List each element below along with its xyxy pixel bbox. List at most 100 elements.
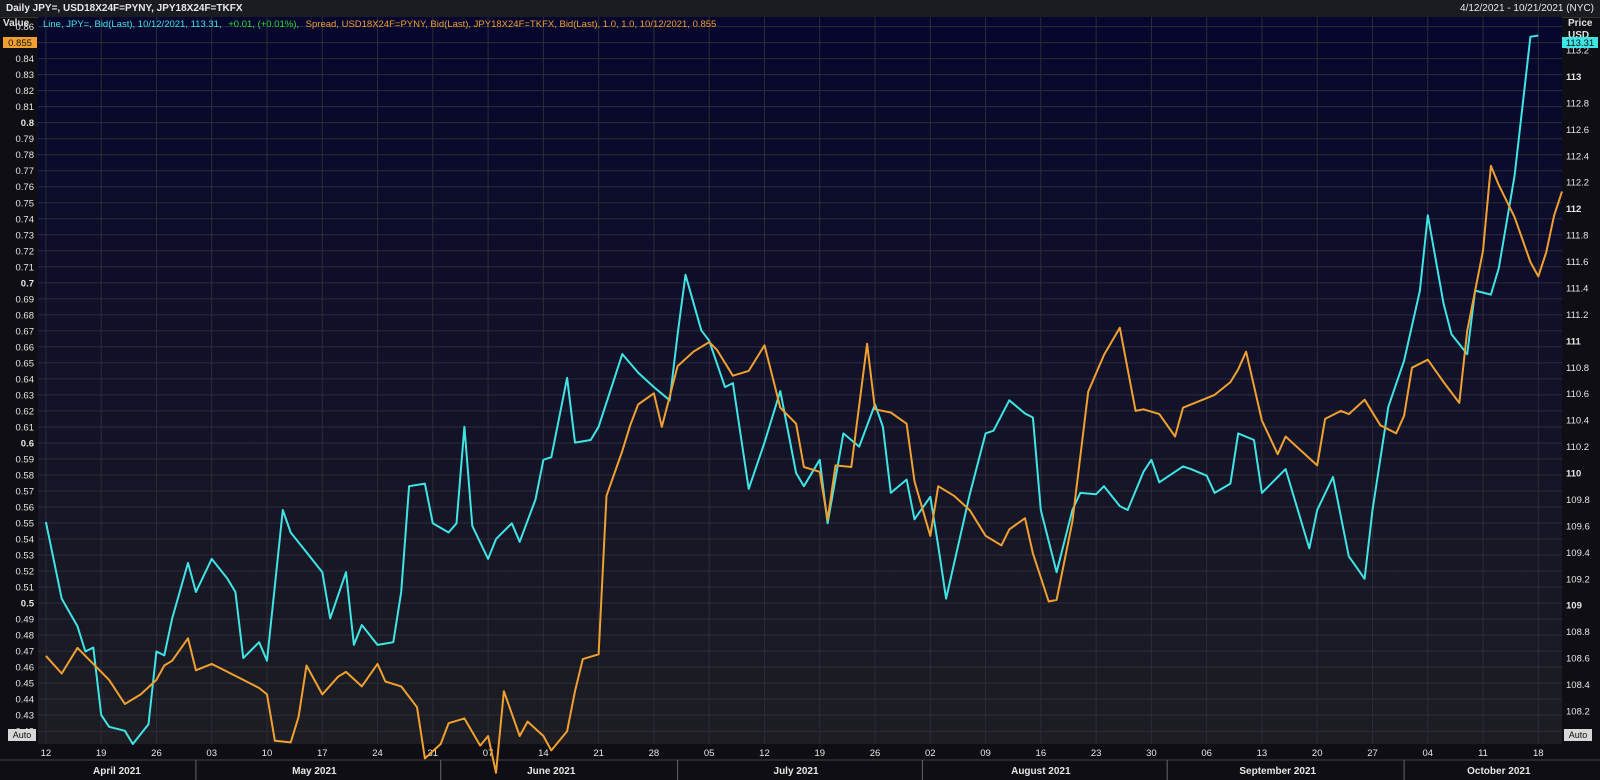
right-tick-label: 111.8 [1566,231,1588,242]
left-tick-label: 0.76 [16,182,35,193]
left-tick-label: 0.61 [16,422,35,433]
x-tick-label: 20 [1312,748,1323,759]
right-tick-label: 108.4 [1566,680,1590,691]
left-auto-button[interactable]: Auto [13,730,32,740]
right-tick-label: 113 [1566,72,1581,83]
right-tick-label: 110.8 [1566,363,1589,374]
right-tick-label: 112.6 [1566,125,1589,136]
left-value-badge: 0.855 [8,38,32,49]
x-tick-label: 10 [262,748,273,759]
x-tick-label: 14 [538,748,549,759]
right-tick-label: 110 [1566,469,1581,480]
x-axis[interactable]: 12 19 26 03 10 17 24 31 07 14 21 28 05 12 19 26 02 09 16 23… [0,748,1600,780]
x-month-label: May 2021 [292,766,337,777]
series-line-jpy[interactable] [44,34,1539,745]
right-auto-button[interactable]: Auto [1569,730,1588,740]
left-tick-label: 0.57 [16,486,35,497]
x-tick-label: 27 [1367,748,1378,759]
right-tick-label: 108.2 [1566,706,1590,717]
x-tick-label: 16 [1036,748,1047,759]
left-tick-label: 0.48 [16,631,35,642]
right-tick-label: 111.4 [1566,283,1588,294]
chart-area[interactable]: 0.420.430.440.450.460.470.480.490.50.510… [0,17,1600,780]
right-tick-label: 112.8 [1566,98,1589,109]
left-tick-label: 0.65 [16,358,35,369]
left-axis-title: Value [3,18,30,29]
x-tick-label: 24 [372,748,383,759]
left-tick-label: 0.49 [16,615,35,626]
left-tick-label: 0.74 [16,214,35,225]
legend-line-change: +0.01, (+0.01%), [228,19,299,30]
x-tick-label: 12 [759,748,770,759]
x-tick-label: 11 [1478,748,1488,759]
series-line-spread[interactable] [45,164,1563,774]
right-tick-label: 110.4 [1566,416,1589,427]
right-tick-label: 108.8 [1566,627,1590,638]
left-tick-label: 0.46 [16,663,35,674]
x-tick-label: 17 [317,748,328,759]
right-tick-label: 109 [1566,601,1582,612]
left-tick-label: 0.58 [16,470,35,481]
chart-title: Daily JPY=, USD18X24F=PYNY, JPY18X24F=TK… [6,3,243,14]
left-tick-label: 0.68 [16,310,35,321]
left-tick-label: 0.66 [16,342,35,353]
left-tick-label: 0.55 [16,519,35,530]
right-tick-label: 113.2 [1566,46,1589,57]
x-tick-label: 26 [151,748,162,759]
left-tick-label: 0.83 [16,70,35,81]
x-tick-label: 19 [814,748,825,759]
left-tick-label: 0.63 [16,390,35,401]
left-tick-label: 0.79 [16,134,35,145]
left-tick-label: 0.67 [16,326,35,337]
x-tick-label: 09 [980,748,991,759]
legend-line: Line, JPY=, Bid(Last), 10/12/2021, 113.3… [43,19,716,30]
left-tick-label: 0.53 [16,551,35,562]
x-month-label: October 2021 [1467,766,1531,777]
right-tick-label: 110.6 [1566,389,1589,400]
x-tick-label: 06 [1201,748,1212,759]
x-tick-label: 18 [1533,748,1544,759]
left-auto-button-bg [8,729,36,741]
right-tick-label: 112.4 [1566,151,1589,162]
right-tick-label: 111.6 [1566,257,1588,268]
x-tick-label: 31 [428,748,439,759]
left-tick-label: 0.86 [16,22,35,33]
right-value-badge-bg [1562,37,1598,48]
date-range[interactable]: 4/12/2021 - 10/21/2021 (NYC) [1460,3,1594,14]
right-axis-title: Price [1568,18,1593,29]
left-tick-label: 0.6 [21,438,34,449]
x-tick-label: 23 [1091,748,1102,759]
right-tick-label: 110.2 [1566,442,1589,453]
left-tick-label: 0.51 [16,583,35,594]
x-tick-label: 05 [704,748,715,759]
x-tick-label: 07 [483,748,494,759]
x-tick-label: 26 [870,748,881,759]
left-tick-label: 0.81 [16,102,35,113]
right-value-badge: 113.31 [1566,38,1594,49]
left-axis[interactable]: 0.420.430.440.450.460.470.480.490.50.510… [16,22,35,738]
left-tick-label: 0.75 [16,198,35,209]
right-auto-button-bg [1564,729,1592,741]
left-tick-label: 0.59 [16,454,35,465]
right-tick-label: 111.2 [1566,310,1588,321]
grid [38,17,1562,744]
left-tick-label: 0.52 [16,567,35,578]
x-tick-label: 03 [206,748,217,759]
left-tick-label: 0.78 [16,150,35,161]
x-tick-label: 13 [1257,748,1268,759]
right-tick-label: 109.8 [1566,495,1590,506]
left-tick-label: 0.77 [16,166,35,177]
left-tick-label: 0.73 [16,230,35,241]
right-axis[interactable]: 108108.2108.4108.6108.8109109.2109.4109.… [1566,46,1590,744]
x-month-label: September 2021 [1239,766,1316,777]
left-tick-label: 0.44 [16,695,35,706]
left-tick-label: 0.82 [16,86,35,97]
left-tick-label: 0.5 [21,599,35,610]
x-tick-label: 30 [1146,748,1157,759]
x-month-label: April 2021 [93,766,141,777]
left-tick-label: 0.8 [21,118,34,129]
x-month-label: July 2021 [774,766,819,777]
right-tick-label: 109.4 [1566,548,1590,559]
right-tick-label: 112.2 [1566,178,1589,189]
chart-header: Daily JPY=, USD18X24F=PYNY, JPY18X24F=TK… [0,0,1600,18]
